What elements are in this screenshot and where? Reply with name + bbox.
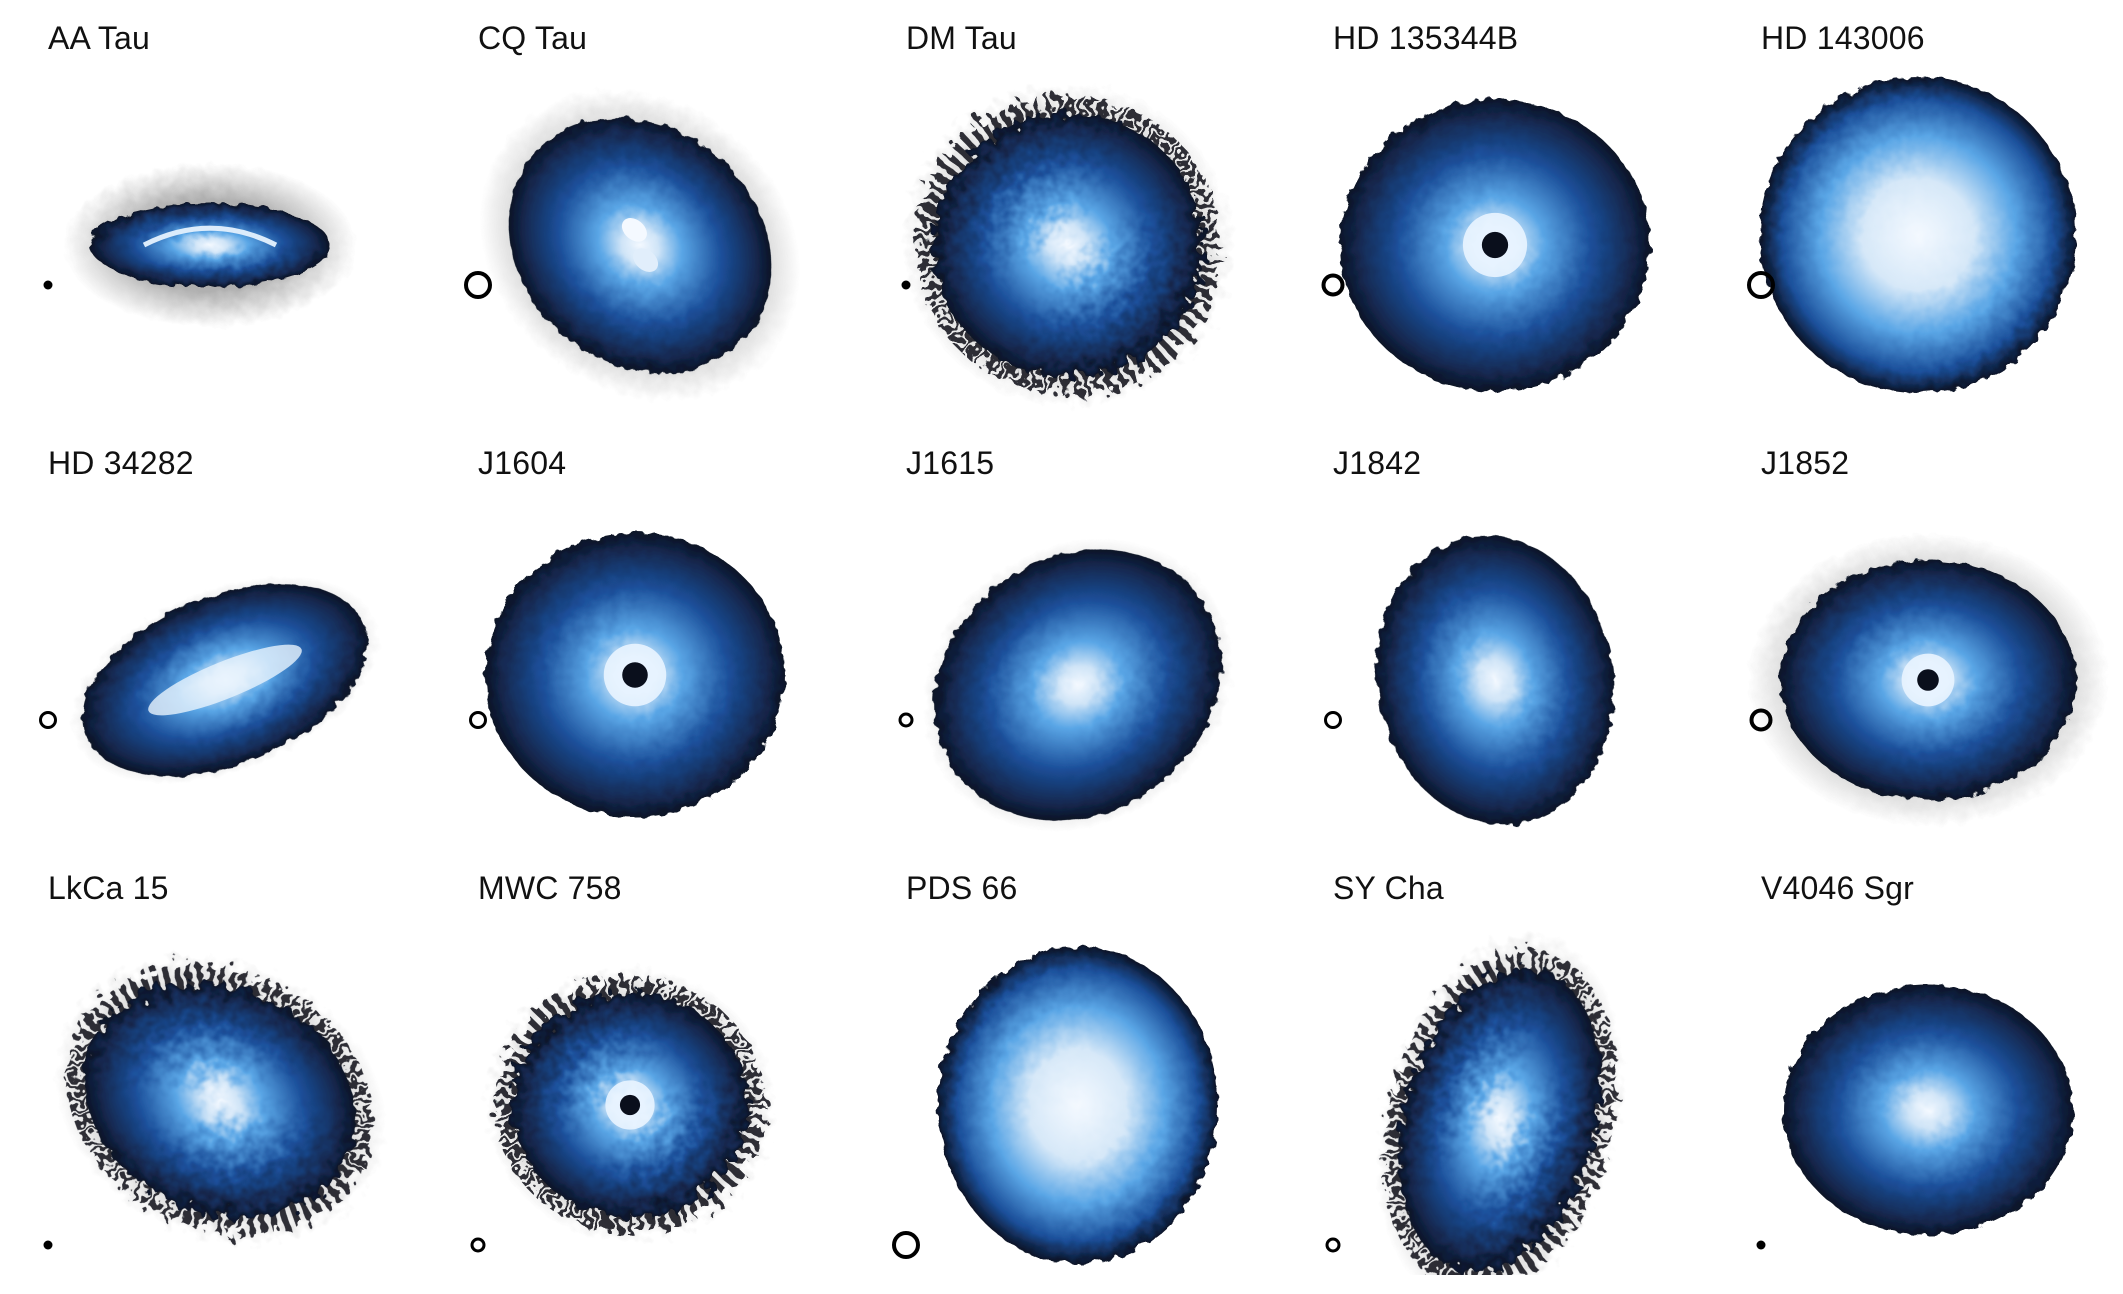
panel-sy-cha: SY Cha xyxy=(1285,850,1712,1275)
panel-hd-135344b: HD 135344B xyxy=(1285,0,1712,425)
disk-image xyxy=(898,538,1233,832)
disk-image xyxy=(901,83,1233,407)
disk-body xyxy=(934,549,1222,821)
beam-marker xyxy=(1756,1240,1766,1250)
beam-marker xyxy=(43,1240,53,1250)
disk-image xyxy=(469,533,785,817)
panel-cq-tau: CQ Tau xyxy=(430,0,857,425)
disk-image xyxy=(470,968,774,1253)
panel-label: V4046 Sgr xyxy=(1761,870,1915,906)
panel-label: HD 143006 xyxy=(1761,20,1925,56)
panel-dm-tau: DM Tau xyxy=(858,0,1285,425)
beam-marker xyxy=(1321,273,1345,297)
disk-body xyxy=(90,203,330,287)
panel-j1852: J1852 xyxy=(1713,425,2123,850)
disk-image xyxy=(43,956,386,1250)
disk-image xyxy=(43,163,357,327)
disk-image xyxy=(1324,535,1614,825)
disk-body xyxy=(1398,968,1602,1272)
panel-label: AA Tau xyxy=(48,20,151,56)
beam-marker xyxy=(464,271,492,299)
disk-image xyxy=(1747,77,2076,393)
disk-image xyxy=(1747,533,2109,827)
beam-marker xyxy=(892,1231,920,1259)
disk-body xyxy=(1760,77,2076,393)
beam-marker xyxy=(1747,271,1775,299)
panel-label: J1615 xyxy=(906,445,995,481)
disk-outer-ring xyxy=(495,976,765,1234)
panel-j1615: J1615 xyxy=(858,425,1285,850)
panel-label: CQ Tau xyxy=(478,20,588,56)
beam-marker xyxy=(1324,711,1342,729)
disk-image xyxy=(1325,934,1624,1275)
beam-marker xyxy=(43,280,53,290)
beam-marker xyxy=(39,711,57,729)
panel-label: HD 135344B xyxy=(1333,20,1519,56)
panel-hd-34282: HD 34282 xyxy=(0,425,427,850)
disk-outer-ring xyxy=(1382,949,1618,1275)
panel-pds-66: PDS 66 xyxy=(858,850,1285,1275)
disk-body xyxy=(938,947,1218,1263)
disk-image xyxy=(1756,985,2073,1250)
disk-image xyxy=(464,89,801,401)
panel-label: LkCa 15 xyxy=(48,870,169,906)
beam-marker xyxy=(470,1237,486,1253)
panel-v4046-sgr: V4046 Sgr xyxy=(1713,850,2123,1275)
disk-outer-ring xyxy=(66,965,374,1235)
panel-label: HD 34282 xyxy=(48,445,194,481)
disk-outer-ring xyxy=(915,95,1221,395)
panel-j1604: J1604 xyxy=(430,425,857,850)
disk-image xyxy=(1321,99,1650,391)
disk-cavity xyxy=(619,1094,641,1116)
panel-label: J1842 xyxy=(1333,445,1422,481)
panel-label: SY Cha xyxy=(1333,870,1444,906)
disk-body xyxy=(933,113,1203,377)
beam-marker xyxy=(1749,708,1773,732)
beam-marker xyxy=(898,712,914,728)
panel-hd-143006: HD 143006 xyxy=(1713,0,2123,425)
panel-label: MWC 758 xyxy=(478,870,622,906)
panel-mwc-758: MWC 758 xyxy=(430,850,857,1275)
panel-lkca-15: LkCa 15 xyxy=(0,850,427,1275)
panel-aa-tau: AA Tau xyxy=(0,0,427,425)
panel-label: DM Tau xyxy=(906,20,1017,56)
panel-label: PDS 66 xyxy=(906,870,1018,906)
beam-marker xyxy=(469,711,487,729)
disk-body xyxy=(508,117,772,373)
disk-body xyxy=(1376,535,1614,825)
disk-body xyxy=(84,982,356,1218)
panel-label: J1604 xyxy=(478,445,567,481)
disk-image xyxy=(892,947,1218,1263)
panel-j1842: J1842 xyxy=(1285,425,1712,850)
panel-label: J1852 xyxy=(1761,445,1850,481)
beam-marker xyxy=(901,280,911,290)
disk-cavity xyxy=(1481,231,1509,259)
disk-image xyxy=(39,576,380,784)
disk-cavity xyxy=(622,662,648,688)
disk-cavity xyxy=(1917,669,1939,691)
beam-marker xyxy=(1325,1237,1341,1253)
disk-body xyxy=(1783,985,2073,1235)
